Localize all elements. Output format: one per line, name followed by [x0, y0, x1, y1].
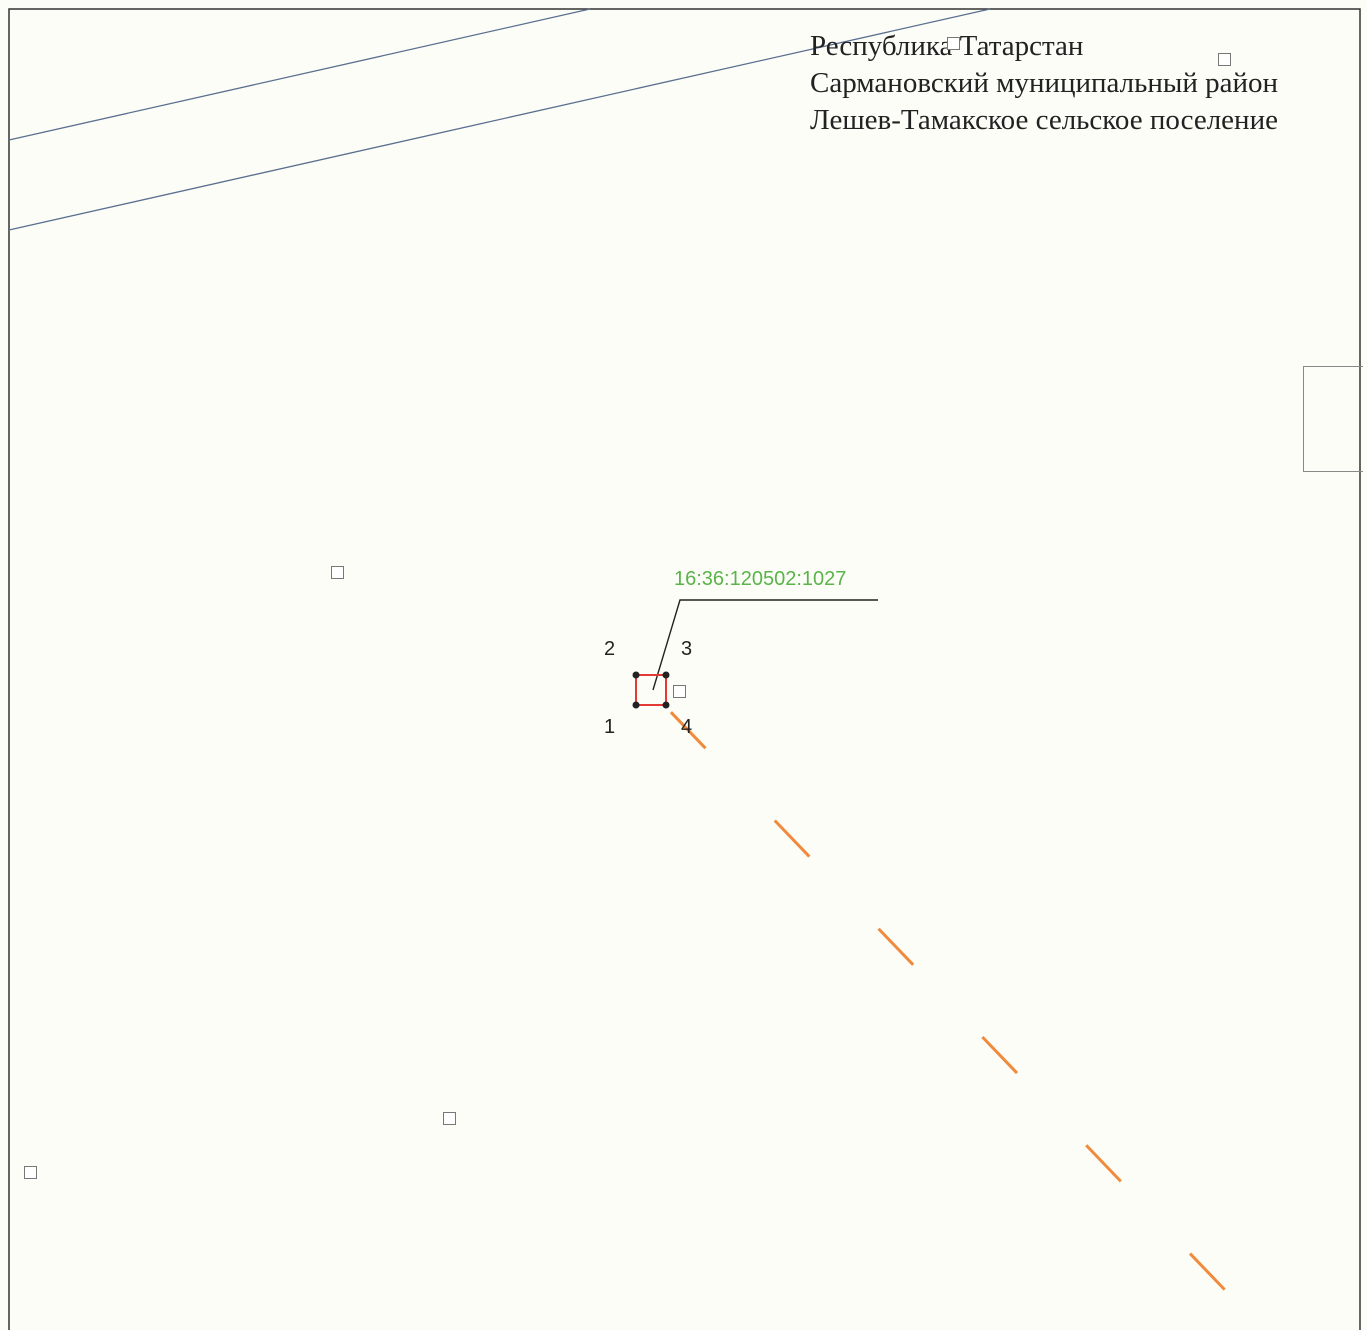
map-marker-square [331, 566, 344, 579]
point-label-3: 3 [681, 638, 693, 660]
parcel-vertex-3 [662, 671, 670, 679]
label-leader-line [652, 599, 878, 691]
point-label-2: 2 [604, 638, 616, 660]
map-marker-square [673, 685, 686, 698]
map-marker-square [1218, 53, 1231, 66]
dashed-boundary-line [662, 703, 1227, 1292]
map-marker-square [947, 37, 960, 50]
road-line-lower [8, 8, 991, 231]
map-frame [8, 8, 1361, 1330]
cadastral-number-label: 16:36:120502:1027 [674, 568, 847, 590]
parcel-vertex-2 [632, 671, 640, 679]
region-republic: Республика Татарстан [810, 30, 1084, 62]
parcel-outline[interactable] [635, 674, 667, 706]
point-label-1: 1 [604, 716, 616, 738]
parcel-vertex-4 [662, 701, 670, 709]
edge-box-marker [1303, 366, 1363, 472]
map-marker-square [24, 1166, 37, 1179]
region-header: Республика Татарстан Сармановский муници… [810, 28, 1278, 139]
road-line-upper [8, 8, 591, 141]
parcel-vertex-1 [632, 701, 640, 709]
region-settlement: Лешев-Тамакское сельское поселение [810, 104, 1278, 136]
point-label-4: 4 [681, 716, 693, 738]
map-marker-square [443, 1112, 456, 1125]
region-district: Сармановский муниципальный район [810, 67, 1279, 99]
